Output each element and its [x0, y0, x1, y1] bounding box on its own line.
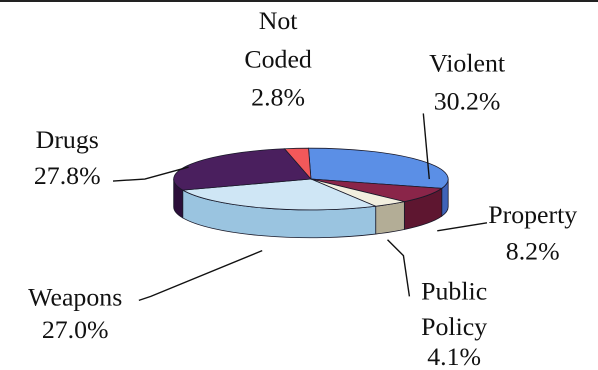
- leader-lines: [112, 113, 488, 302]
- leader-violent: [422, 113, 430, 180]
- label-not-coded-line2: Coded: [244, 45, 312, 74]
- label-public-policy-line2: Policy: [421, 312, 487, 341]
- leader-property: [437, 222, 488, 232]
- leader-weapons: [138, 250, 263, 302]
- slice-not-coded: [283, 147, 312, 181]
- leader-drugs: [112, 166, 189, 182]
- label-not-coded-value: 2.8%: [251, 82, 305, 111]
- label-violent-name: Violent: [429, 49, 506, 78]
- label-public-policy-value: 4.1%: [427, 342, 481, 370]
- label-not-coded-line1: Not: [259, 6, 299, 35]
- label-weapons-value: 27.0%: [42, 315, 109, 344]
- pie-layer: [173, 147, 449, 239]
- label-property-value: 8.2%: [506, 237, 560, 266]
- label-drugs-name: Drugs: [36, 125, 99, 154]
- slice-violent: [308, 147, 449, 189]
- label-property-name: Property: [488, 200, 577, 229]
- label-public-policy-line1: Public: [421, 276, 487, 305]
- label-weapons-name: Weapons: [28, 282, 122, 311]
- slice-weapons: [181, 178, 378, 211]
- slice-drugs: [173, 148, 312, 191]
- label-violent-value: 30.2%: [434, 86, 501, 115]
- slice-side-public-policy: [375, 201, 405, 235]
- leader-public-policy: [387, 239, 411, 297]
- label-drugs-value: 27.8%: [34, 161, 101, 190]
